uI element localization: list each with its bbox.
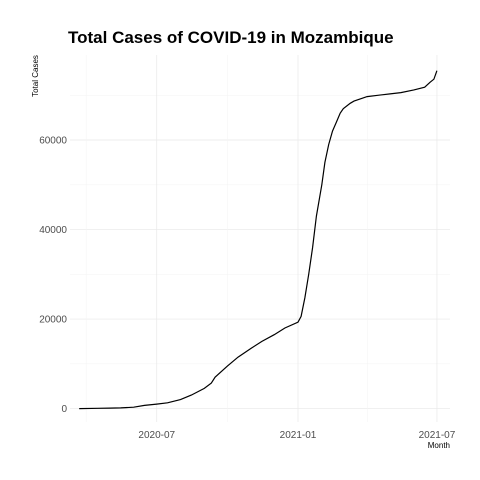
grid xyxy=(70,55,450,422)
x-axis-title: Month xyxy=(428,441,450,450)
y-axis-title: Total Cases xyxy=(31,55,40,97)
x-tick-label: 2021-07 xyxy=(419,430,456,441)
y-tick-label: 40000 xyxy=(39,225,67,236)
chart-title: Total Cases of COVID-19 in Mozambique xyxy=(68,28,394,47)
y-tick-label: 0 xyxy=(61,404,67,415)
series-line-total-cases xyxy=(79,70,438,410)
x-tick-label: 2021-01 xyxy=(280,430,317,441)
series-group xyxy=(79,70,438,410)
y-tick-label: 60000 xyxy=(39,136,67,147)
y-axis-ticks: 0 20000 40000 60000 xyxy=(39,136,67,416)
x-axis-ticks: 2020-07 2021-01 2021-07 xyxy=(138,430,455,441)
y-tick-label: 20000 xyxy=(39,315,67,326)
x-tick-label: 2020-07 xyxy=(138,430,175,441)
